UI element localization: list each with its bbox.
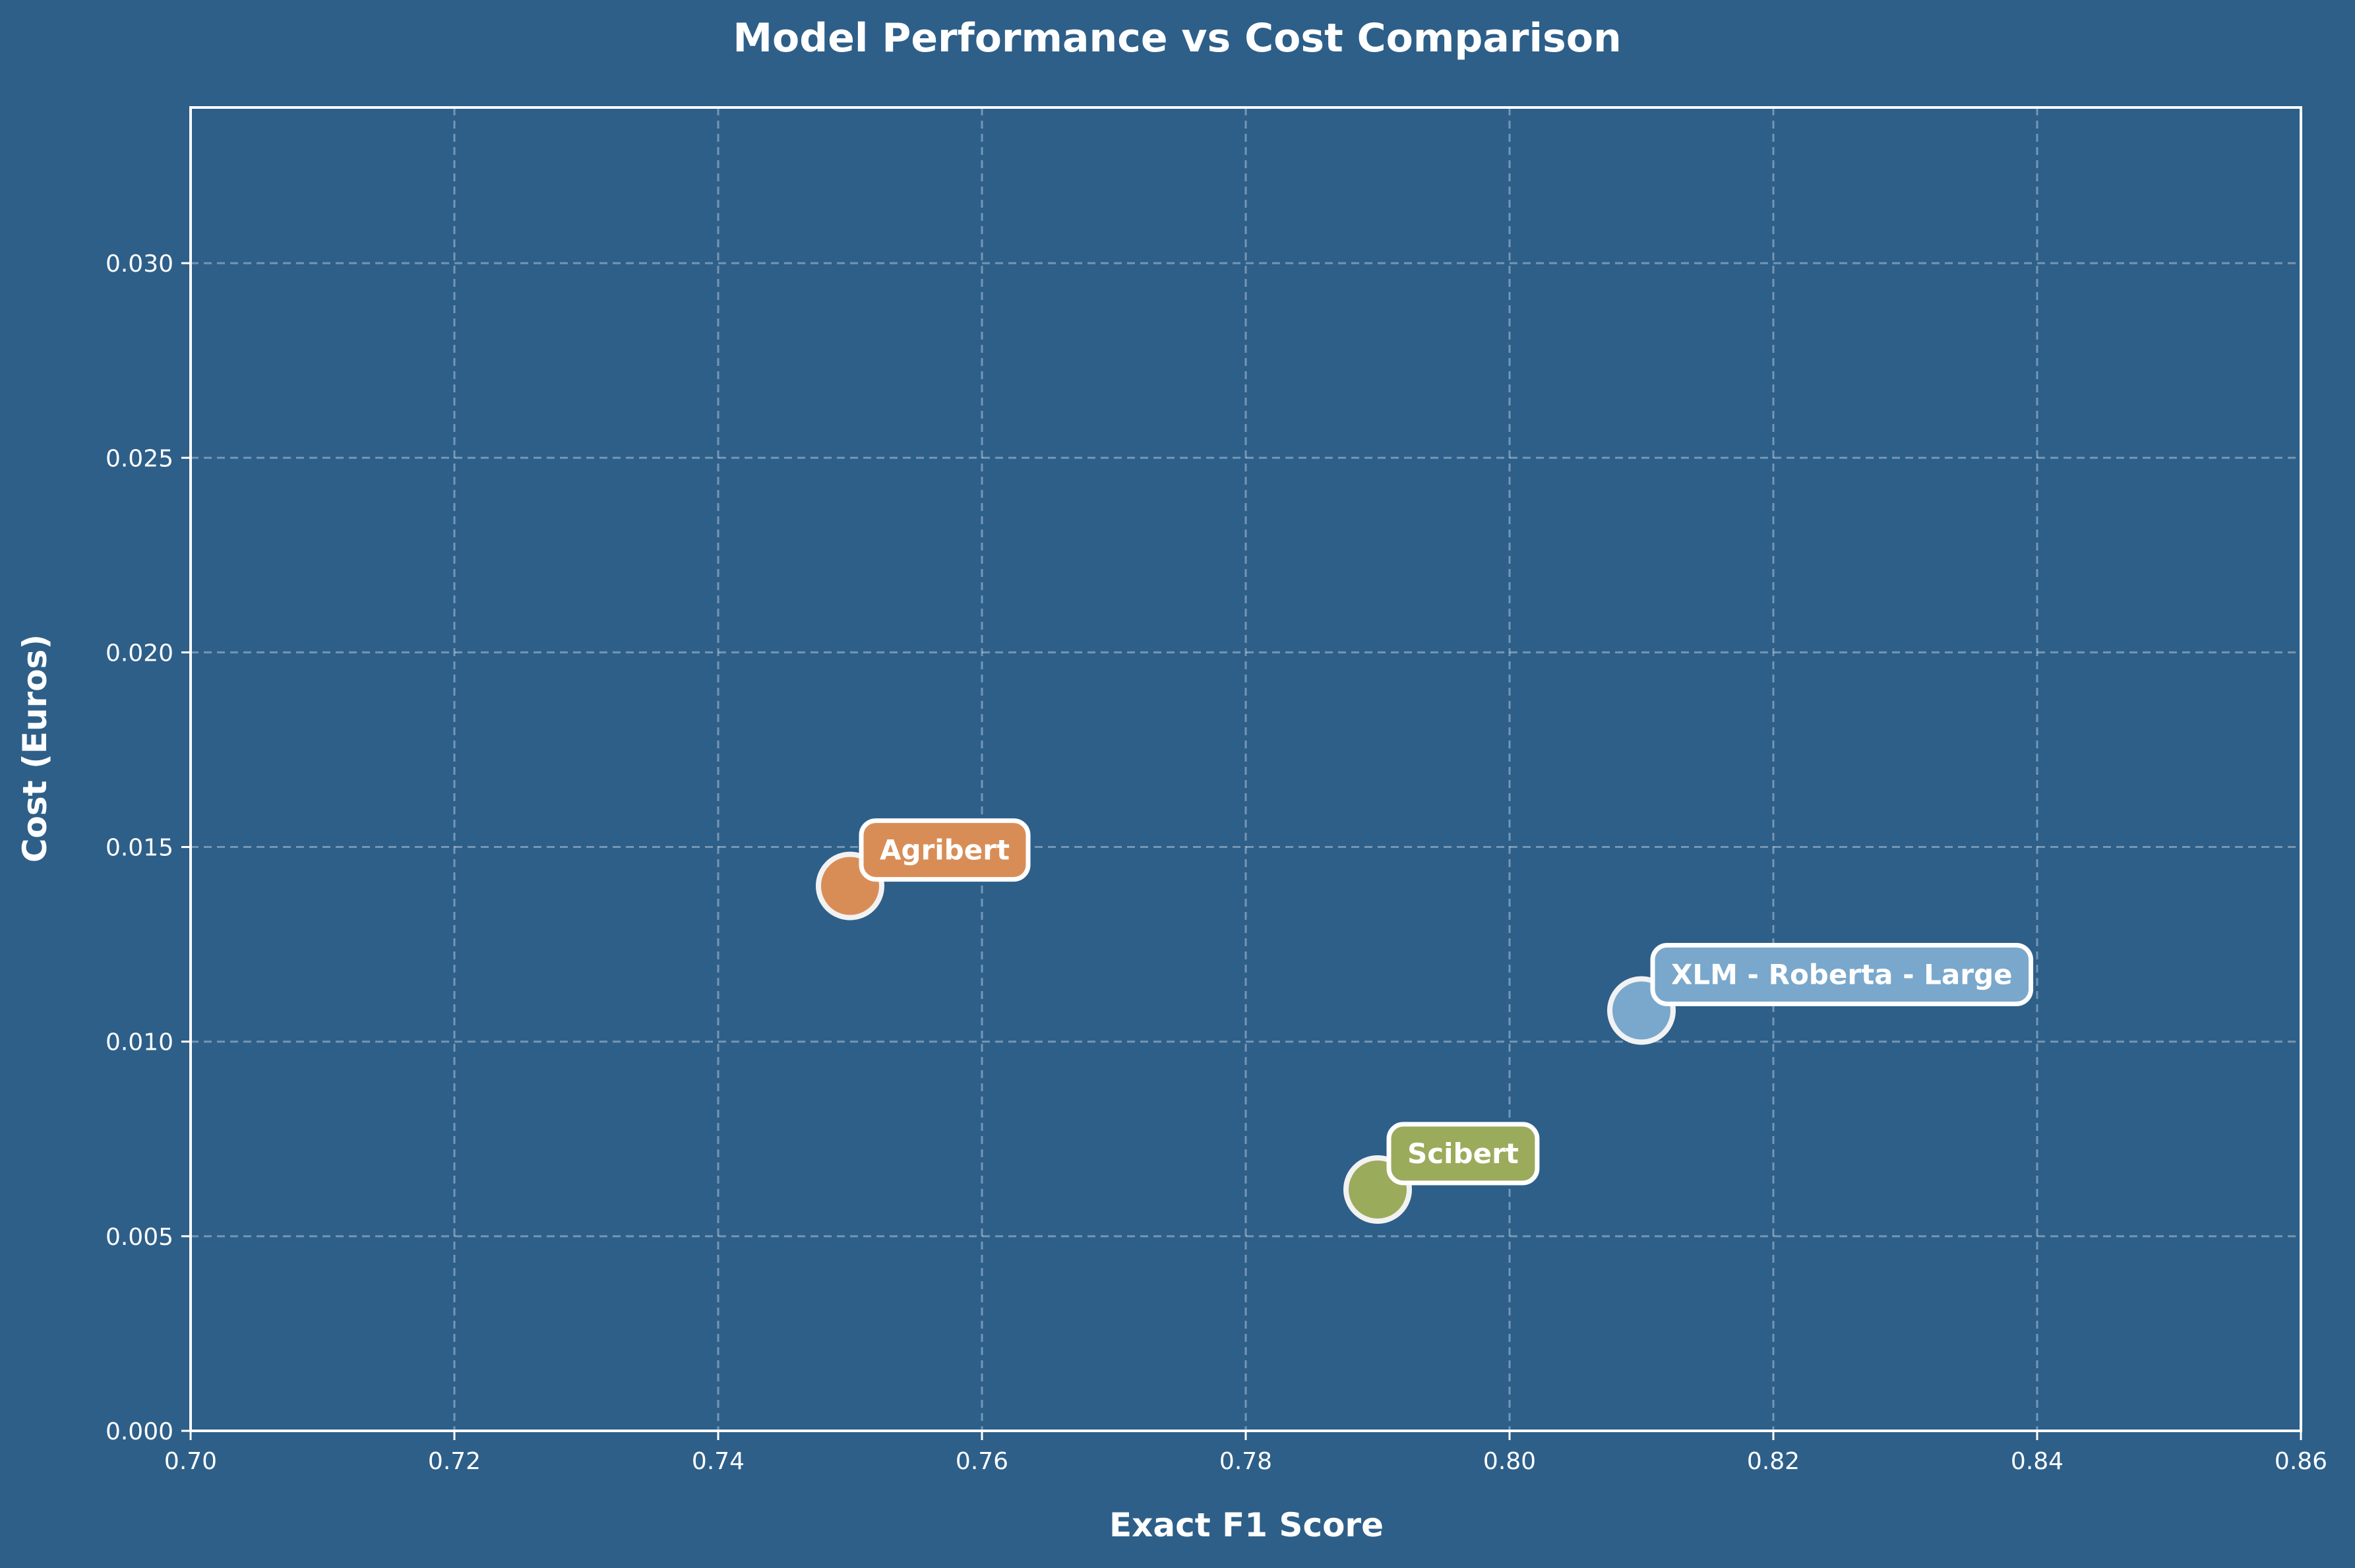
x-tick-label: 0.74 bbox=[692, 1448, 745, 1475]
x-tick-label: 0.82 bbox=[1747, 1448, 1800, 1475]
data-point-xlm-roberta-large: XLM - Roberta - Large bbox=[1607, 942, 2034, 1045]
point-label: Scibert bbox=[1407, 1137, 1519, 1170]
x-tick-label: 0.76 bbox=[956, 1448, 1008, 1475]
y-axis-title: Cost (Euros) bbox=[16, 634, 54, 862]
point-label: Agribert bbox=[880, 834, 1010, 866]
y-tick-label: 0.030 bbox=[106, 251, 173, 278]
x-axis-title: Exact F1 Score bbox=[1109, 1506, 1384, 1544]
x-tick-label: 0.70 bbox=[164, 1448, 217, 1475]
data-point-scibert: Scibert bbox=[1343, 1122, 1540, 1224]
y-tick-label: 0.005 bbox=[106, 1224, 173, 1251]
y-tick-label: 0.000 bbox=[106, 1418, 173, 1445]
y-tick-label: 0.025 bbox=[106, 445, 173, 472]
point-label: XLM - Roberta - Large bbox=[1671, 958, 2013, 990]
y-tick-label: 0.015 bbox=[106, 835, 173, 862]
x-tick-label: 0.86 bbox=[2275, 1448, 2327, 1475]
x-tick-label: 0.78 bbox=[1219, 1448, 1272, 1475]
y-tick-label: 0.020 bbox=[106, 640, 173, 667]
x-axis-ticks: 0.70 0.72 0.74 0.76 0.78 0.80 0.82 0.84 0.86 bbox=[164, 1431, 2327, 1475]
chart-title: Model Performance vs Cost Comparison bbox=[733, 15, 1621, 61]
data-points: Agribert Scibert XLM - Roberta - Large bbox=[816, 818, 2034, 1224]
y-axis-ticks: 0.000 0.005 0.010 0.015 0.020 0.025 0.030 bbox=[106, 251, 191, 1445]
x-tick-label: 0.80 bbox=[1483, 1448, 1536, 1475]
point-label-box bbox=[1386, 1122, 1540, 1186]
y-tick-label: 0.010 bbox=[106, 1029, 173, 1056]
x-tick-label: 0.72 bbox=[428, 1448, 481, 1475]
data-point-agribert: Agribert bbox=[816, 818, 1031, 920]
x-tick-label: 0.84 bbox=[2011, 1448, 2064, 1475]
point-label-box bbox=[1650, 942, 2034, 1006]
point-label-box bbox=[859, 818, 1031, 882]
